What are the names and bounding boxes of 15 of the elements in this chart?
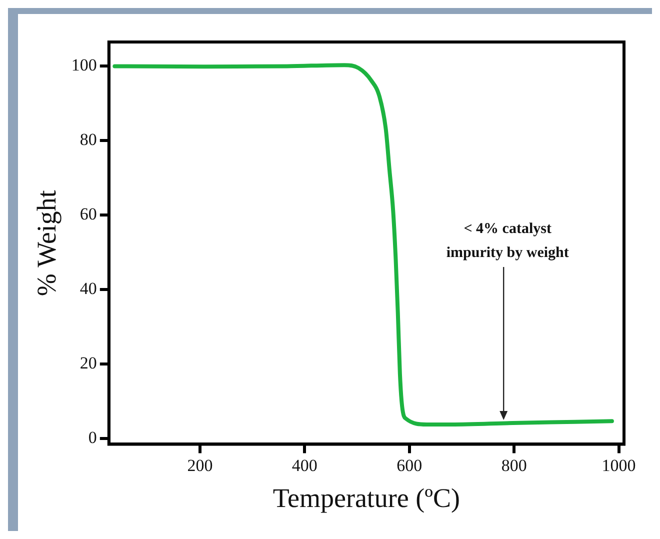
x-tick-label: 800 xyxy=(501,456,527,475)
line-series xyxy=(112,63,614,426)
x-tick-label: 1000 xyxy=(602,456,636,475)
y-axis-title: % Weight xyxy=(31,190,62,296)
x-tick-label: 200 xyxy=(187,456,213,475)
y-tick-label: 40 xyxy=(80,279,97,298)
y-tick-label: 20 xyxy=(80,354,97,373)
y-tick-label: 100 xyxy=(71,56,97,75)
y-tick-label: 80 xyxy=(80,130,97,150)
x-tick-label: 400 xyxy=(292,456,318,475)
x-tick-label: 600 xyxy=(396,456,422,475)
y-tick-label: 0 xyxy=(88,428,97,448)
y-tick-label: 60 xyxy=(80,204,97,224)
x-axis-title: Temperature (ºC) xyxy=(272,482,460,513)
annotation: < 4% catalyst impurity by weight xyxy=(446,220,569,261)
